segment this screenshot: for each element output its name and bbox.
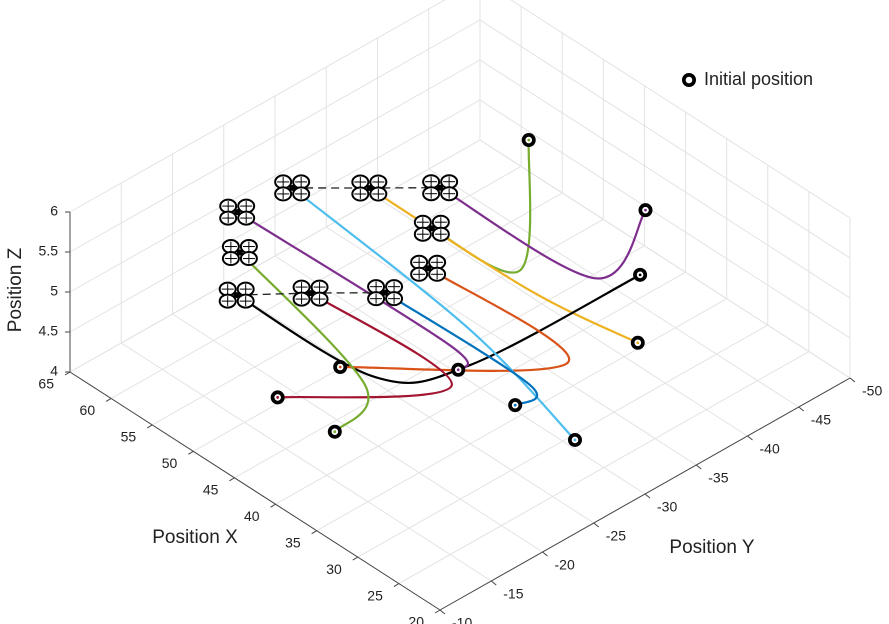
grid-line bbox=[173, 314, 543, 552]
drone-body bbox=[437, 185, 443, 191]
trajectory bbox=[240, 253, 369, 432]
x-tick bbox=[353, 557, 358, 560]
x-tick-label: 45 bbox=[203, 481, 219, 497]
y-tick-label: -30 bbox=[657, 499, 677, 515]
drone bbox=[423, 175, 457, 200]
trajectory bbox=[440, 188, 645, 279]
x-tick bbox=[188, 451, 193, 454]
x-tick bbox=[271, 504, 276, 507]
y-tick-label: -40 bbox=[760, 441, 780, 457]
marker-dot bbox=[514, 404, 517, 407]
y-tick-label: -45 bbox=[811, 412, 831, 428]
x-axis-label: Position X bbox=[152, 527, 238, 548]
initial-position bbox=[451, 363, 465, 377]
drone bbox=[223, 240, 257, 265]
drone-body bbox=[237, 250, 243, 256]
drone-body bbox=[366, 185, 372, 191]
initial-position bbox=[638, 203, 652, 217]
marker-dot bbox=[333, 430, 336, 433]
y-tick bbox=[543, 552, 548, 556]
grid-line bbox=[480, 140, 850, 378]
x-tick bbox=[312, 531, 317, 534]
x-axis bbox=[70, 372, 440, 610]
drone bbox=[352, 176, 386, 201]
initial-position bbox=[522, 133, 536, 147]
drone bbox=[220, 283, 254, 308]
drone-body bbox=[425, 265, 431, 271]
marker-dot bbox=[574, 439, 577, 442]
x-tick-label: 55 bbox=[121, 429, 137, 445]
z-tick-label: 5.5 bbox=[39, 243, 59, 259]
z-tick-label: 5 bbox=[50, 283, 58, 299]
x-tick bbox=[394, 584, 399, 587]
x-tick bbox=[147, 425, 152, 428]
y-tick bbox=[748, 436, 753, 440]
z-tick-label: 6 bbox=[50, 203, 58, 219]
legend-marker-inner bbox=[686, 77, 693, 84]
marker-dot bbox=[276, 396, 279, 399]
marker-dot bbox=[644, 209, 647, 212]
drone bbox=[415, 216, 449, 241]
drone-body bbox=[234, 292, 240, 298]
marker-dot bbox=[636, 341, 639, 344]
drone bbox=[275, 175, 309, 200]
y-tick bbox=[645, 494, 650, 498]
y-tick bbox=[850, 378, 855, 382]
y-tick-label: -35 bbox=[708, 470, 728, 486]
drone-body bbox=[308, 290, 314, 296]
drone bbox=[411, 256, 445, 281]
initial-position bbox=[271, 390, 285, 404]
x-tick-label: 30 bbox=[326, 561, 342, 577]
marker-dot bbox=[339, 366, 342, 369]
y-tick bbox=[491, 581, 496, 585]
x-tick-label: 25 bbox=[367, 587, 383, 603]
y-tick-label: -50 bbox=[862, 383, 882, 399]
marker-dot bbox=[527, 139, 530, 142]
drone bbox=[220, 200, 254, 225]
x-tick-label: 60 bbox=[80, 402, 96, 418]
x-tick bbox=[106, 398, 111, 401]
y-tick-label: -20 bbox=[555, 557, 575, 573]
y-tick-label: -10 bbox=[452, 615, 472, 624]
x-tick-label: 20 bbox=[408, 614, 424, 624]
x-tick-label: 35 bbox=[285, 534, 301, 550]
initial-position bbox=[333, 360, 347, 374]
x-tick bbox=[435, 610, 440, 613]
trajectory bbox=[432, 140, 530, 273]
drone-body bbox=[429, 225, 435, 231]
y-tick bbox=[594, 523, 599, 527]
initial-position bbox=[631, 336, 645, 350]
initial-position bbox=[328, 425, 342, 439]
initial-position bbox=[568, 433, 582, 447]
drone-body bbox=[289, 185, 295, 191]
y-tick bbox=[440, 610, 445, 614]
y-axis-label: Position Y bbox=[669, 537, 755, 558]
drone-body bbox=[382, 290, 388, 296]
x-tick-label: 50 bbox=[162, 455, 178, 471]
drone-body bbox=[234, 209, 240, 215]
z-axis-label: Position Z bbox=[5, 247, 26, 332]
trajectory bbox=[278, 293, 452, 397]
z-tick-label: 4.5 bbox=[39, 323, 59, 339]
marker-dot bbox=[639, 273, 642, 276]
y-tick-label: -15 bbox=[503, 586, 523, 602]
chart: Position X Position Y Position Z 20 25 30 3… bbox=[0, 0, 889, 624]
legend-label: Initial position bbox=[704, 69, 813, 89]
y-tick bbox=[696, 465, 701, 469]
y-tick bbox=[799, 407, 804, 411]
z-tick-label: 4 bbox=[50, 363, 58, 379]
grid-line bbox=[480, 0, 850, 218]
x-tick bbox=[229, 478, 234, 481]
grid-line bbox=[480, 100, 850, 338]
x-tick-label: 40 bbox=[244, 508, 260, 524]
y-tick-label: -25 bbox=[606, 528, 626, 544]
drone bbox=[368, 280, 402, 305]
drone bbox=[294, 281, 328, 306]
grid-line bbox=[480, 60, 850, 298]
initial-position bbox=[633, 268, 647, 282]
marker-dot bbox=[457, 368, 460, 371]
initial-position bbox=[508, 398, 522, 412]
